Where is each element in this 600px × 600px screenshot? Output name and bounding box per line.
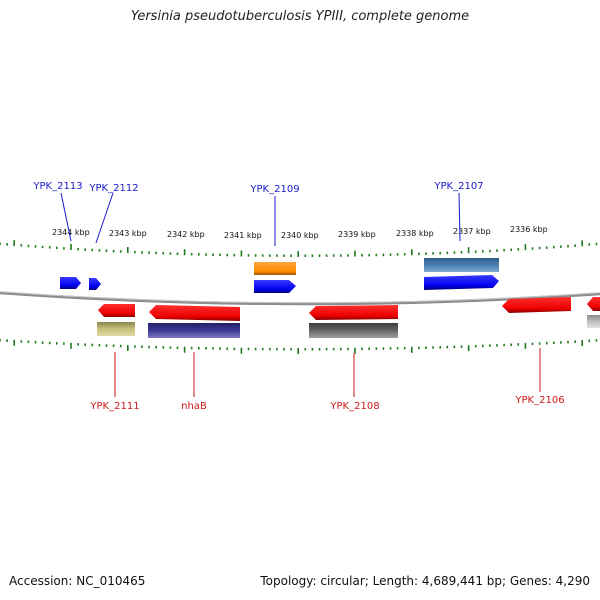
leader-line [458,192,461,242]
kbp-label: 2342 kbp [167,230,205,239]
gene-label-ypk-2106[interactable]: YPK_2106 [514,395,564,406]
gene-ypk-2113[interactable] [60,277,81,289]
gene-label-nhab[interactable]: nhaB [181,401,207,412]
genome-stats-text: Topology: circular; Length: 4,689,441 bp… [260,574,590,588]
genome-backbone-highlight [0,291,600,304]
gene-ypk-2112[interactable] [89,278,101,290]
kbp-label: 2343 kbp [109,229,147,238]
kbp-label: 2340 kbp [281,231,319,240]
gene-label-ypk-2108[interactable]: YPK_2108 [329,401,379,412]
feature-purple[interactable] [148,323,240,338]
map-title: Yersinia pseudotuberculosis YPIII, compl… [130,9,470,24]
feature-orange[interactable] [254,262,296,275]
feature-steelblue[interactable] [424,258,499,272]
gene-label-ypk-2112[interactable]: YPK_2112 [88,183,138,194]
kbp-label: 2341 kbp [224,231,262,240]
leader-line [60,192,72,242]
gene-ypk-2108[interactable] [309,305,398,320]
outer-ticks [0,240,598,257]
inner-ticks [0,339,598,354]
gene-label-ypk-2109[interactable]: YPK_2109 [249,184,299,195]
kbp-label: 2336 kbp [510,225,548,234]
gene-label-ypk-2111[interactable]: YPK_2111 [89,401,139,412]
feature-gray[interactable] [309,323,398,338]
gene-ypk-2109[interactable] [254,280,296,293]
gene-ypk-2111[interactable] [98,304,135,317]
kbp-label: 2339 kbp [338,230,376,239]
gene-ypk-2107[interactable] [424,275,499,290]
genome-backbone [0,291,600,306]
leader-line [95,192,114,244]
gene-ypk-2106[interactable] [502,297,571,313]
kbp-label: 2337 kbp [453,227,491,236]
gene-partial-right[interactable] [587,297,600,311]
accession-text: Accession: NC_010465 [9,574,146,588]
feature-olive[interactable] [97,322,135,336]
gene-nhab[interactable] [149,305,240,321]
feature-lightgray[interactable] [587,315,600,328]
kbp-label: 2344 kbp [52,228,90,237]
gene-label-ypk-2113[interactable]: YPK_2113 [32,181,82,192]
kbp-label: 2338 kbp [396,229,434,238]
gene-label-ypk-2107[interactable]: YPK_2107 [433,181,483,192]
